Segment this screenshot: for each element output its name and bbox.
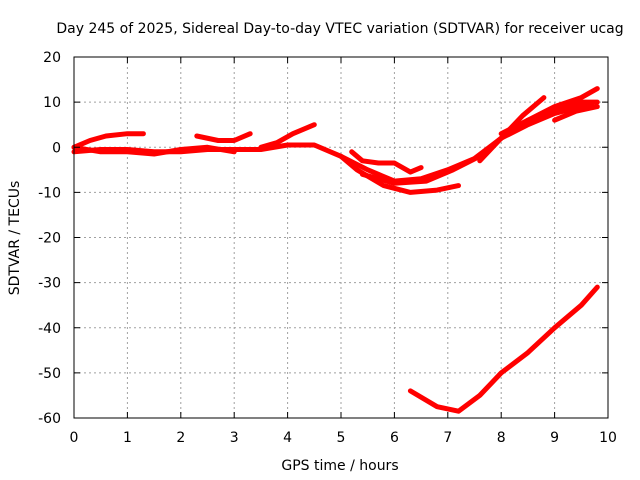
x-tick-label: 8: [497, 430, 506, 446]
series-line-trace-1: [71, 131, 146, 150]
gridlines: [74, 57, 608, 418]
y-tick-label: -40: [38, 321, 61, 337]
y-axis-label: SDTVAR / TECUs: [7, 181, 23, 296]
x-tick-label: 7: [443, 430, 452, 446]
x-tick-label: 2: [176, 430, 185, 446]
y-tick-label: -30: [38, 276, 61, 292]
series-line-trace-2: [71, 101, 595, 184]
x-tick-label: 1: [123, 430, 132, 446]
y-tick-label: 0: [52, 140, 61, 156]
y-tick-label: -50: [38, 366, 61, 382]
y-tick-label: 20: [43, 50, 61, 66]
y-tick-label: -10: [38, 185, 61, 201]
x-axis-label: GPS time / hours: [281, 458, 398, 474]
series-line-trace-7: [338, 153, 461, 195]
y-tick-label: -60: [38, 411, 61, 427]
x-tick-label: 9: [550, 430, 559, 446]
y-tick-label: -20: [38, 231, 61, 247]
chart-title: Day 245 of 2025, Sidereal Day-to-day VTE…: [56, 21, 623, 37]
series-line-trace-6: [349, 149, 424, 175]
x-tick-label: 10: [599, 430, 617, 446]
series-line-trace-11: [552, 104, 600, 123]
x-tick-label: 6: [390, 430, 399, 446]
series-line-trace-10: [498, 86, 600, 137]
series-group: [71, 86, 600, 414]
x-tick-label: 4: [283, 430, 292, 446]
tick-marks: [73, 56, 609, 419]
series-line-trace-8: [359, 95, 547, 186]
series-line-trace-3: [71, 144, 237, 157]
y-tick-label: 10: [43, 95, 61, 111]
x-tick-label: 5: [337, 430, 346, 446]
x-tick-label: 3: [230, 430, 239, 446]
series-line-trace-4: [194, 131, 253, 143]
x-tick-label: 0: [70, 430, 79, 446]
series-line-trace-5: [258, 122, 317, 150]
y-tick-labels: -60 -50 -40 -30 -20 -10 0 10 20: [38, 50, 61, 427]
series-line-trace-12: [407, 284, 600, 414]
x-tick-labels: 0 1 2 3 4 5 6 7 8 9 10: [70, 430, 617, 446]
